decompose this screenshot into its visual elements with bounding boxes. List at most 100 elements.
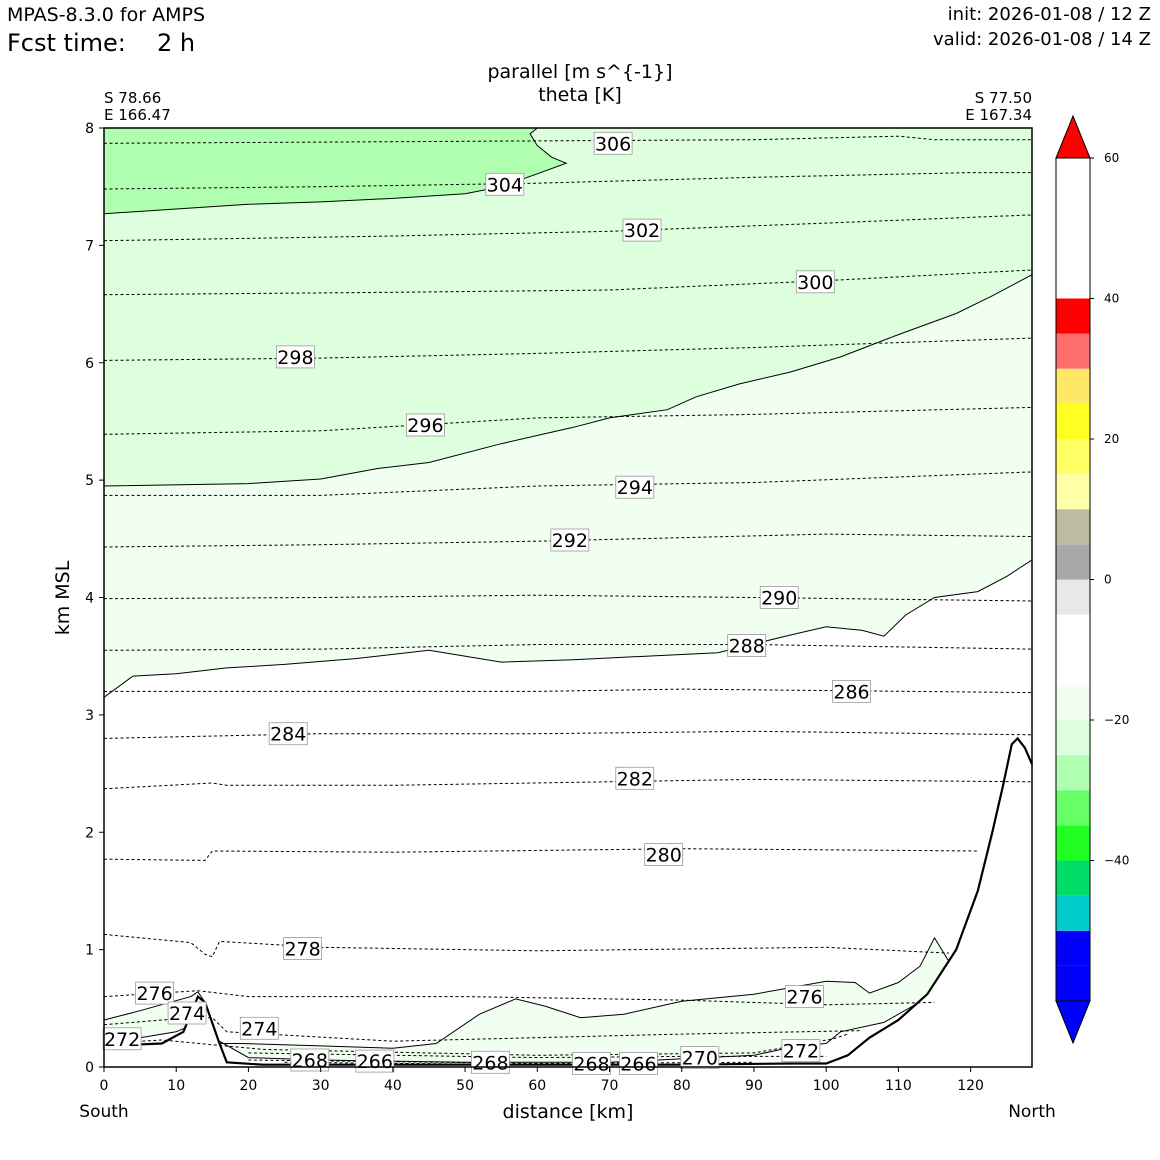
colorbar-tick-label: 60 xyxy=(1104,151,1119,165)
theta-label: 286 xyxy=(833,681,869,703)
theta-label: 274 xyxy=(169,1003,205,1025)
y-tick-label: 2 xyxy=(85,825,94,841)
theta-contour-272 xyxy=(103,1033,848,1056)
x-axis-north-label: North xyxy=(1008,1102,1056,1122)
colorbar-over-extension xyxy=(1055,114,1091,159)
colorbar-segment xyxy=(1056,368,1090,404)
x-tick-label: 100 xyxy=(813,1078,840,1094)
theta-label-box xyxy=(485,172,525,196)
forecast-time-label: Fcst time: xyxy=(7,29,126,57)
theta-label: 302 xyxy=(624,220,660,242)
theta-label-box xyxy=(283,937,323,960)
wind-fill-region xyxy=(104,128,1032,486)
colorbar: 60 40 20 0 −20 −40 xyxy=(1055,114,1129,1045)
colorbar-under-extension xyxy=(1055,1000,1091,1045)
theta-contour-306 xyxy=(103,135,1032,144)
theta-label-box xyxy=(785,985,824,1008)
theta-label: 272 xyxy=(783,1041,819,1063)
y-tick-label: 6 xyxy=(85,356,94,372)
wind-contour-line xyxy=(103,559,1033,698)
theta-label-box xyxy=(622,218,662,242)
theta-contour-296 xyxy=(103,406,1033,435)
colorbar-segment xyxy=(1056,860,1090,896)
left-point-lat: S 78.66 xyxy=(104,89,161,107)
y-axis-label: km MSL xyxy=(52,560,74,635)
theta-contour-290 xyxy=(103,594,1033,602)
model-title: MPAS-8.3.0 for AMPS xyxy=(7,4,206,26)
theta-label: 270 xyxy=(682,1048,718,1070)
theta-label-box xyxy=(135,981,175,1005)
colorbar-segment xyxy=(1056,509,1090,545)
x-tick-label: 90 xyxy=(745,1078,763,1094)
theta-label: 306 xyxy=(595,133,631,155)
colorbar-segment xyxy=(1056,298,1090,334)
theta-label-box xyxy=(680,1046,720,1069)
theta-label-box xyxy=(615,766,655,790)
forecast-time-value: 2 h xyxy=(157,29,196,57)
colorbar-segment xyxy=(1056,333,1090,369)
x-tick-label: 70 xyxy=(601,1078,619,1094)
theta-label: 296 xyxy=(407,415,443,437)
wind-fill-layer xyxy=(103,128,1032,1067)
theta-label-box xyxy=(239,1016,279,1040)
colorbar-segment xyxy=(1056,790,1090,826)
y-tick-label: 1 xyxy=(85,943,94,959)
colorbar-segment xyxy=(1056,649,1090,685)
y-tick-label: 8 xyxy=(85,121,94,137)
theta-contour-layer xyxy=(103,127,1034,1066)
colorbar-segment xyxy=(1056,684,1090,720)
y-tick-label: 5 xyxy=(85,473,94,489)
theta-label: 304 xyxy=(487,174,523,196)
chart-title-line-2: theta [K] xyxy=(538,84,622,106)
lower-wind-region xyxy=(103,936,965,1063)
theta-label: 266 xyxy=(357,1051,393,1073)
colorbar-segment xyxy=(1056,544,1090,580)
x-tick-label: 80 xyxy=(673,1078,691,1094)
theta-label-box xyxy=(619,1052,658,1075)
theta-label-box xyxy=(781,1039,821,1062)
theta-contour-300 xyxy=(103,269,1033,296)
theta-label-box xyxy=(275,345,315,369)
x-tick-label: 110 xyxy=(885,1078,912,1094)
theta-label-box xyxy=(759,586,799,609)
theta-label: 276 xyxy=(136,983,172,1005)
colorbar-segment xyxy=(1056,965,1090,1001)
x-tick-label: 50 xyxy=(456,1078,474,1094)
theta-label: 268 xyxy=(472,1052,508,1074)
colorbar-tick-label: 0 xyxy=(1104,573,1112,587)
right-point-lon: E 167.34 xyxy=(965,106,1032,124)
theta-contour-276 xyxy=(103,990,935,1006)
x-tick-label: 20 xyxy=(240,1078,258,1094)
init-time: init: 2026-01-08 / 12 Z xyxy=(947,4,1151,25)
theta-contour-282 xyxy=(103,778,1033,790)
theta-label: 300 xyxy=(797,272,833,294)
left-point-lon: E 166.47 xyxy=(104,106,171,124)
theta-label: 282 xyxy=(617,768,653,790)
theta-contour-284 xyxy=(103,730,1033,739)
colorbar-segment xyxy=(1056,720,1090,756)
theta-label: 274 xyxy=(241,1018,277,1040)
valid-time: valid: 2026-01-08 / 14 Z xyxy=(933,29,1151,50)
colorbar-segment xyxy=(1056,930,1090,966)
theta-contour-280 xyxy=(103,848,978,861)
theta-contour-268 xyxy=(248,1059,755,1065)
colorbar-segment xyxy=(1056,403,1090,439)
theta-label-box xyxy=(795,270,835,294)
x-tick-label: 0 xyxy=(100,1078,109,1094)
theta-label: 268 xyxy=(292,1050,328,1072)
theta-contour-302 xyxy=(103,214,1033,242)
colorbar-segment xyxy=(1056,474,1090,510)
theta-contour-304 xyxy=(103,172,1032,190)
x-axis-label: distance [km] xyxy=(503,1101,634,1123)
x-tick-label: 120 xyxy=(957,1078,984,1094)
theta-label: 290 xyxy=(761,588,797,610)
colorbar-tick-label: −40 xyxy=(1104,854,1129,868)
theta-label: 268 xyxy=(573,1054,609,1076)
terrain-mask xyxy=(104,738,1032,1067)
theta-label-box xyxy=(102,1027,142,1051)
theta-contour-274 xyxy=(103,1017,863,1042)
axes-layer: 0 10 20 30 40 50 60 70 80 90 100 110 120 0 1 2 3 4 5 6 7 8 xyxy=(85,121,1033,1094)
theta-label-box xyxy=(550,528,590,552)
theta-label: 278 xyxy=(284,939,320,961)
terrain-line xyxy=(103,736,1034,1066)
